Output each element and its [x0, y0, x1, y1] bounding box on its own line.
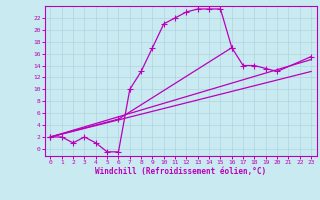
X-axis label: Windchill (Refroidissement éolien,°C): Windchill (Refroidissement éolien,°C) [95, 167, 266, 176]
